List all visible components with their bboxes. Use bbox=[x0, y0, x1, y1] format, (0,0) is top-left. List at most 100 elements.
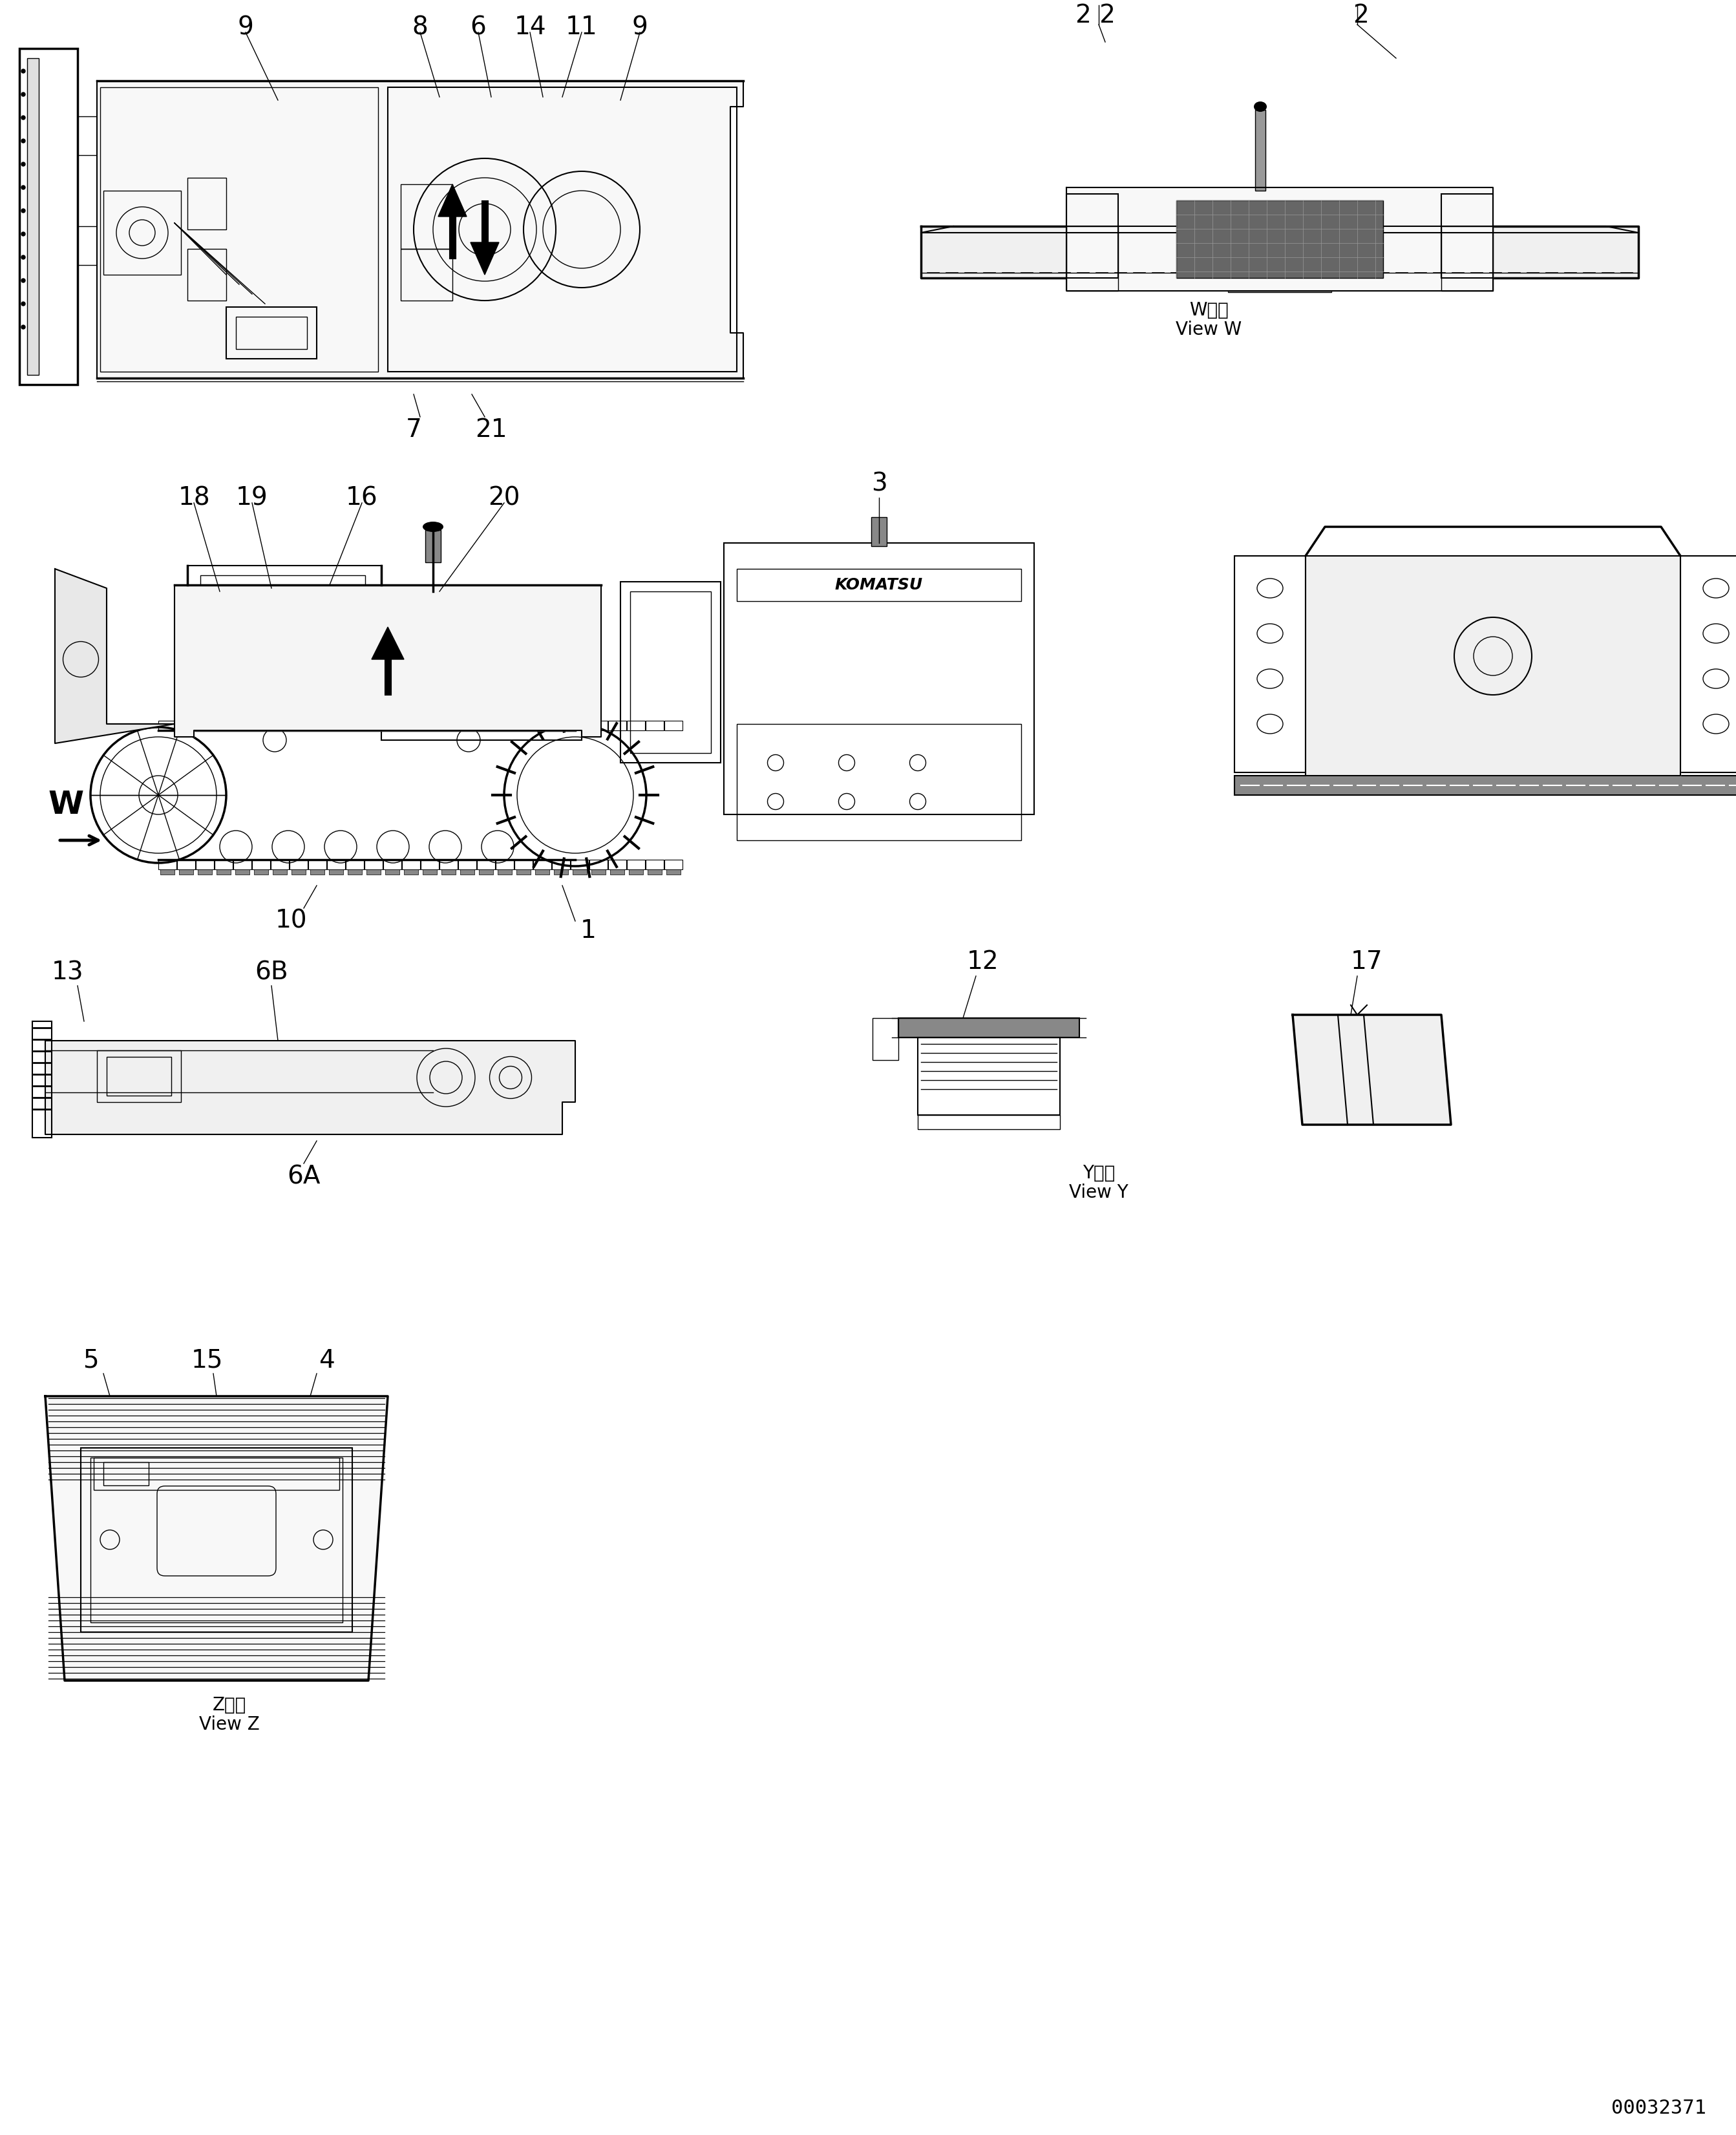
Bar bbox=[1441, 194, 1493, 278]
Bar bbox=[422, 869, 437, 875]
Bar bbox=[78, 226, 97, 265]
Ellipse shape bbox=[21, 139, 26, 143]
Bar bbox=[94, 1458, 339, 1490]
Bar bbox=[420, 722, 439, 730]
Text: 14: 14 bbox=[514, 15, 547, 38]
Bar bbox=[252, 860, 271, 869]
Polygon shape bbox=[372, 628, 404, 660]
Text: 1: 1 bbox=[580, 918, 595, 944]
Text: View W: View W bbox=[1175, 320, 1241, 339]
Bar bbox=[498, 869, 512, 875]
Text: Z　視: Z 視 bbox=[212, 1695, 247, 1714]
Bar bbox=[514, 860, 533, 869]
Ellipse shape bbox=[21, 301, 26, 305]
Bar bbox=[552, 860, 569, 869]
Polygon shape bbox=[45, 1396, 387, 1680]
Bar bbox=[311, 869, 325, 875]
Text: 6: 6 bbox=[470, 15, 486, 38]
Bar bbox=[479, 869, 493, 875]
Bar bbox=[158, 722, 177, 730]
Bar bbox=[592, 869, 606, 875]
Bar bbox=[290, 860, 307, 869]
Bar bbox=[401, 250, 453, 301]
Bar bbox=[571, 860, 589, 869]
Bar bbox=[217, 869, 231, 875]
Bar bbox=[252, 722, 271, 730]
Bar bbox=[271, 860, 288, 869]
Bar bbox=[215, 722, 233, 730]
Bar bbox=[82, 1448, 352, 1631]
Text: 7: 7 bbox=[406, 418, 422, 442]
Bar bbox=[573, 869, 587, 875]
Bar bbox=[236, 316, 307, 348]
Ellipse shape bbox=[21, 233, 26, 237]
Ellipse shape bbox=[21, 68, 26, 73]
Bar bbox=[477, 860, 495, 869]
Ellipse shape bbox=[21, 256, 26, 258]
Bar bbox=[236, 869, 250, 875]
Polygon shape bbox=[922, 226, 1639, 233]
Bar bbox=[106, 1057, 172, 1095]
Text: 15: 15 bbox=[191, 1349, 222, 1373]
Bar bbox=[667, 869, 681, 875]
Bar bbox=[179, 869, 193, 875]
Bar bbox=[533, 860, 552, 869]
Text: 10: 10 bbox=[274, 910, 307, 933]
Bar bbox=[326, 860, 345, 869]
Bar bbox=[496, 860, 514, 869]
Text: 17: 17 bbox=[1351, 950, 1384, 974]
Text: 21: 21 bbox=[476, 418, 507, 442]
Ellipse shape bbox=[21, 92, 26, 96]
Bar bbox=[1177, 201, 1384, 278]
Text: 20: 20 bbox=[488, 485, 521, 510]
Bar bbox=[1234, 775, 1736, 794]
Bar bbox=[226, 307, 316, 359]
Bar bbox=[404, 869, 418, 875]
Bar bbox=[1255, 109, 1266, 190]
Bar bbox=[347, 869, 361, 875]
Bar bbox=[233, 722, 252, 730]
Polygon shape bbox=[437, 184, 467, 216]
Bar bbox=[309, 722, 326, 730]
Bar bbox=[736, 568, 1021, 602]
Bar bbox=[458, 860, 476, 869]
Bar bbox=[439, 860, 458, 869]
Bar bbox=[177, 860, 194, 869]
Bar bbox=[496, 722, 514, 730]
Bar bbox=[271, 722, 288, 730]
Bar bbox=[365, 860, 382, 869]
Ellipse shape bbox=[21, 209, 26, 214]
Text: 12: 12 bbox=[967, 950, 998, 974]
Ellipse shape bbox=[21, 115, 26, 120]
Bar bbox=[439, 722, 458, 730]
Bar bbox=[401, 184, 453, 250]
Bar bbox=[387, 88, 736, 371]
Bar bbox=[1441, 226, 1493, 290]
Bar bbox=[253, 869, 269, 875]
Bar bbox=[309, 860, 326, 869]
Polygon shape bbox=[56, 568, 175, 743]
Bar bbox=[385, 869, 399, 875]
Bar bbox=[104, 1462, 149, 1486]
Bar bbox=[1234, 555, 1305, 773]
Text: 2 2: 2 2 bbox=[1076, 4, 1116, 28]
Bar bbox=[198, 869, 212, 875]
Bar bbox=[292, 869, 306, 875]
Text: Y　視: Y 視 bbox=[1083, 1164, 1115, 1183]
Bar bbox=[90, 1458, 342, 1623]
Bar bbox=[535, 869, 549, 875]
Bar bbox=[19, 49, 78, 384]
Bar bbox=[1066, 226, 1118, 290]
Text: 16: 16 bbox=[345, 485, 378, 510]
Bar bbox=[233, 860, 252, 869]
Bar bbox=[1227, 278, 1332, 292]
Bar bbox=[646, 860, 663, 869]
Bar bbox=[273, 869, 286, 875]
Bar bbox=[627, 722, 646, 730]
Bar bbox=[187, 250, 226, 301]
Bar bbox=[345, 860, 365, 869]
Bar bbox=[460, 869, 474, 875]
Bar bbox=[871, 517, 887, 547]
Bar bbox=[628, 869, 642, 875]
Text: 6A: 6A bbox=[286, 1164, 321, 1189]
